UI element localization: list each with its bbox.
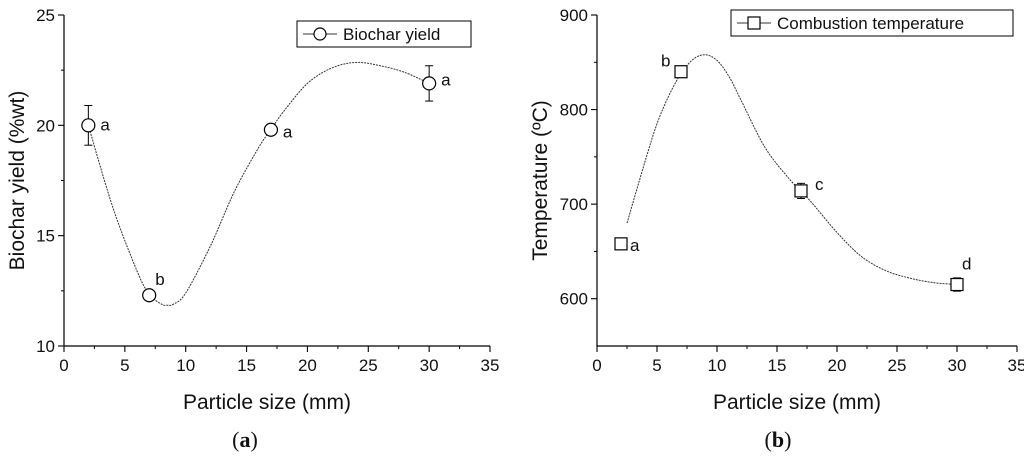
point-letter-label: b	[661, 52, 670, 71]
x-axis-label: Particle size (mm)	[713, 391, 881, 414]
x-tick-label: 25	[359, 356, 378, 375]
legend: Biochar yield	[296, 20, 472, 48]
point-letter-label: a	[283, 123, 293, 142]
x-axis-label: Particle size (mm)	[183, 391, 351, 414]
legend-marker	[747, 16, 761, 30]
y-tick-label: 15	[36, 227, 55, 246]
point-letter-label: b	[155, 270, 164, 289]
y-tick-label: 20	[36, 116, 55, 135]
x-tick-label: 20	[828, 356, 847, 375]
data-point	[263, 122, 279, 137]
x-tick-label: 25	[888, 356, 907, 375]
panel-caption: (a)	[232, 427, 258, 452]
caption-letter: b	[772, 427, 784, 452]
legend-box	[730, 9, 1014, 37]
x-tick-label: 0	[59, 356, 68, 375]
x-tick-label: 5	[120, 356, 129, 375]
panel-caption: (b)	[765, 427, 792, 452]
y-axis-label: Biochar yield (%wt)	[6, 91, 29, 271]
y-tick-label: 800	[560, 101, 588, 120]
caption-open: (	[765, 427, 772, 452]
point-letter-label: c	[815, 175, 824, 194]
chart-b: 0 5 10 15 20 25 30 35 600 700 800 900 Particle size …	[529, 6, 1024, 452]
data-point	[142, 288, 157, 303]
y-tick-label: 10	[36, 337, 55, 356]
legend-label: Combustion temperature	[777, 14, 964, 33]
x-tick-label: 35	[1008, 356, 1024, 375]
data-point	[81, 118, 96, 133]
data-point	[614, 237, 628, 251]
x-tick-label: 15	[237, 356, 256, 375]
fit-curve	[626, 54, 958, 285]
y-tick-label: 900	[560, 6, 588, 25]
caption-close: )	[784, 427, 791, 452]
x-tick-label: 35	[481, 356, 500, 375]
y-tick-label: 700	[560, 195, 588, 214]
x-tick-label: 20	[298, 356, 317, 375]
x-tick-label: 30	[948, 356, 967, 375]
fit-curve	[87, 61, 430, 306]
y-tick-label: 600	[560, 290, 588, 309]
legend-marker	[313, 27, 327, 41]
x-tick-label: 30	[420, 356, 439, 375]
data-point	[674, 65, 688, 79]
caption-letter: a	[240, 427, 251, 452]
data-point	[794, 184, 808, 198]
x-tick-label: 15	[768, 356, 787, 375]
x-tick-label: 0	[592, 356, 601, 375]
caption-open: (	[232, 427, 239, 452]
caption-close: )	[251, 427, 258, 452]
data-point	[950, 277, 964, 292]
legend-label: Biochar yield	[343, 25, 440, 44]
data-point	[422, 76, 437, 91]
point-letter-label: a	[441, 70, 451, 89]
chart-a: 0 5 10 15 20 25 30 35 10 15 20 25 Particle size (mm)…	[6, 6, 499, 452]
point-letter-label: d	[962, 255, 971, 274]
point-letter-label: a	[100, 115, 110, 134]
y-axis-label: Temperature (ºC)	[529, 100, 552, 261]
legend: Combustion temperature	[730, 9, 1014, 37]
x-tick-label: 10	[708, 356, 727, 375]
point-letter-label: a	[630, 236, 640, 255]
x-tick-label: 10	[176, 356, 195, 375]
y-tick-label: 25	[36, 6, 55, 25]
x-tick-label: 5	[652, 356, 661, 375]
